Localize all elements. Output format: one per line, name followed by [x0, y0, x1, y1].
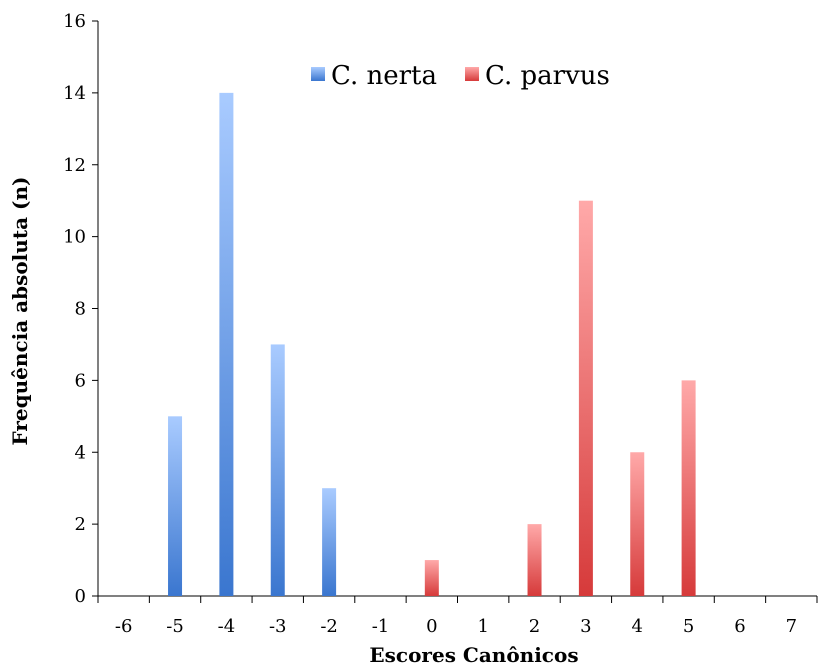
bar-c-nerta [270, 344, 285, 596]
bar-c-parvus [681, 380, 696, 596]
x-tick-label: -3 [269, 616, 287, 637]
y-tick-label: 10 [63, 227, 86, 248]
legend-label-c-nerta: C. nerta [331, 61, 437, 91]
y-tick-label: 14 [63, 83, 86, 104]
y-axis: 0 2 4 6 8 10 12 14 16 [63, 11, 99, 607]
legend-label-c-parvus: C. parvus [485, 61, 610, 91]
y-tick-label: 6 [75, 370, 86, 391]
x-tick-label: 2 [529, 616, 540, 637]
x-tick-label: -1 [372, 616, 390, 637]
bar-c-parvus [424, 560, 439, 596]
bar-c-nerta [219, 92, 234, 596]
x-tick-label: 6 [734, 616, 745, 637]
bar-c-parvus [578, 200, 593, 596]
x-axis: -6 -5 -4 -3 -2 -1 0 1 2 3 4 5 6 7 [97, 595, 818, 637]
x-axis-title: Escores Canônicos [369, 643, 578, 666]
x-tick-label: -6 [115, 616, 133, 637]
legend-swatch-c-parvus [465, 67, 479, 81]
y-tick-label: 2 [75, 514, 86, 535]
y-tick-label: 8 [75, 299, 86, 320]
y-tick-label: 4 [75, 442, 86, 463]
x-tick-label: 4 [632, 616, 643, 637]
x-tick-label: -2 [320, 616, 338, 637]
bar-c-nerta [322, 488, 337, 596]
x-tick-label: 0 [426, 616, 437, 637]
legend: C. nerta C. parvus [311, 61, 610, 91]
y-axis-title: Frequência absoluta (n) [8, 177, 32, 446]
x-tick-label: 1 [477, 616, 488, 637]
y-tick-label: 12 [63, 155, 86, 176]
bar-c-parvus [527, 524, 542, 596]
y-tick-label: 0 [75, 586, 86, 607]
x-tick-label: 7 [786, 616, 797, 637]
x-tick-label: 3 [580, 616, 591, 637]
x-tick-label: -4 [218, 616, 236, 637]
x-tick-label: 5 [683, 616, 694, 637]
legend-swatch-c-nerta [311, 67, 325, 81]
bar-c-nerta [168, 416, 183, 596]
y-tick-label: 16 [63, 11, 86, 32]
x-tick-label: -5 [166, 616, 184, 637]
bar-c-parvus [630, 452, 645, 596]
bars-group [168, 92, 696, 596]
